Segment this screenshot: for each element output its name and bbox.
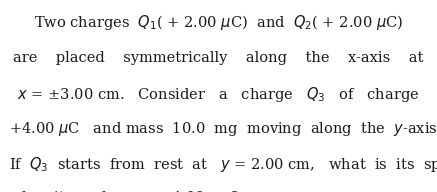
Text: If  $Q_3$  starts  from  rest  at   $y$ = 2.00 cm,   what  is  its  speed: If $Q_3$ starts from rest at $y$ = 2.00 … <box>9 155 437 174</box>
Text: Two charges  $Q_1$( + 2.00 $\mu$C)  and  $Q_2$( + 2.00 $\mu$C): Two charges $Q_1$( + 2.00 $\mu$C) and $Q… <box>34 13 403 32</box>
Text: are    placed    symmetrically    along    the    x-axis    at: are placed symmetrically along the x-axi… <box>13 51 424 65</box>
Text: $x$ = ±3.00 cm.   Consider   a   charge   $Q_3$   of   charge: $x$ = ±3.00 cm. Consider a charge $Q_3$ … <box>17 85 420 104</box>
Text: when it reaches   $y$ = 4.00 cm?: when it reaches $y$ = 4.00 cm? <box>9 189 239 192</box>
Text: +4.00 $\mu$C   and mass  10.0  mg  moving  along  the  $y$-axis.: +4.00 $\mu$C and mass 10.0 mg moving alo… <box>9 120 437 138</box>
